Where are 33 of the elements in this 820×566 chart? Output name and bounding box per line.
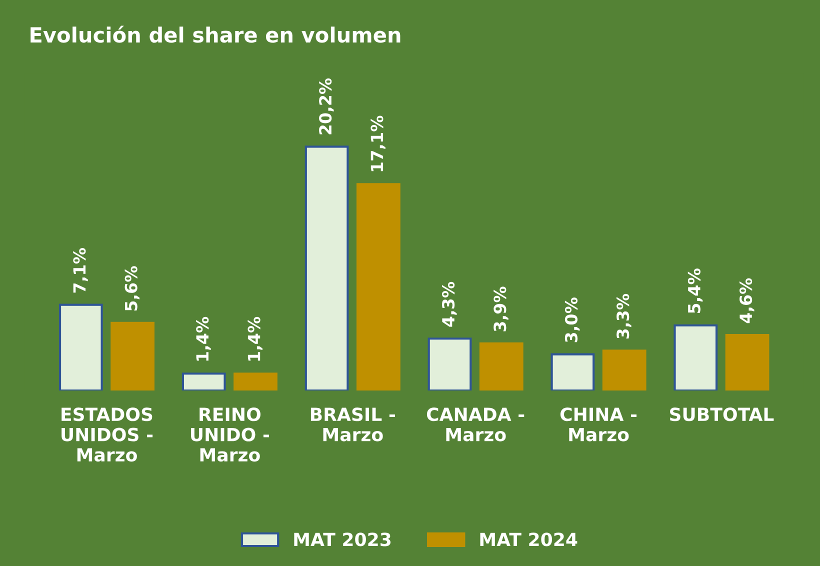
data-label: 20,2% bbox=[319, 78, 334, 134]
bar bbox=[304, 146, 349, 391]
bar bbox=[356, 183, 400, 391]
data-label: 3,9% bbox=[494, 286, 508, 332]
data-label: 5,4% bbox=[688, 268, 703, 313]
data-label: 5,6% bbox=[124, 266, 140, 311]
bar bbox=[234, 372, 278, 391]
bar bbox=[674, 324, 718, 391]
x-tick-label: REINO UNIDO - Marzo bbox=[191, 408, 269, 462]
data-label: 3,3% bbox=[616, 294, 632, 338]
data-label: 1,4% bbox=[248, 316, 262, 361]
x-tick-label: BRASIL - Marzo bbox=[310, 408, 395, 442]
bar bbox=[428, 338, 472, 391]
legend-label: MAT 2023 bbox=[294, 532, 391, 546]
bar bbox=[479, 342, 524, 391]
chart-title: Evolución del share en volumen bbox=[30, 26, 400, 43]
bar bbox=[58, 304, 103, 391]
data-label: 4,6% bbox=[740, 278, 754, 324]
data-label: 7,1% bbox=[73, 248, 88, 293]
bar bbox=[550, 353, 595, 391]
data-label: 4,3% bbox=[442, 282, 457, 327]
x-tick-label: SUBTOTAL bbox=[670, 408, 774, 422]
bar bbox=[602, 350, 646, 391]
data-label: 3,0% bbox=[564, 298, 580, 342]
x-tick-label: CANADA - Marzo bbox=[426, 408, 524, 442]
x-tick-label: CHINA - Marzo bbox=[560, 408, 637, 442]
bar bbox=[182, 372, 226, 391]
legend-label: MAT 2024 bbox=[480, 532, 578, 546]
data-label: 17,1% bbox=[370, 116, 386, 172]
x-tick-label: ESTADOS UNIDOS - Marzo bbox=[62, 408, 153, 462]
bar bbox=[110, 322, 154, 391]
data-label: 1,4% bbox=[196, 316, 211, 361]
bar bbox=[725, 334, 770, 391]
